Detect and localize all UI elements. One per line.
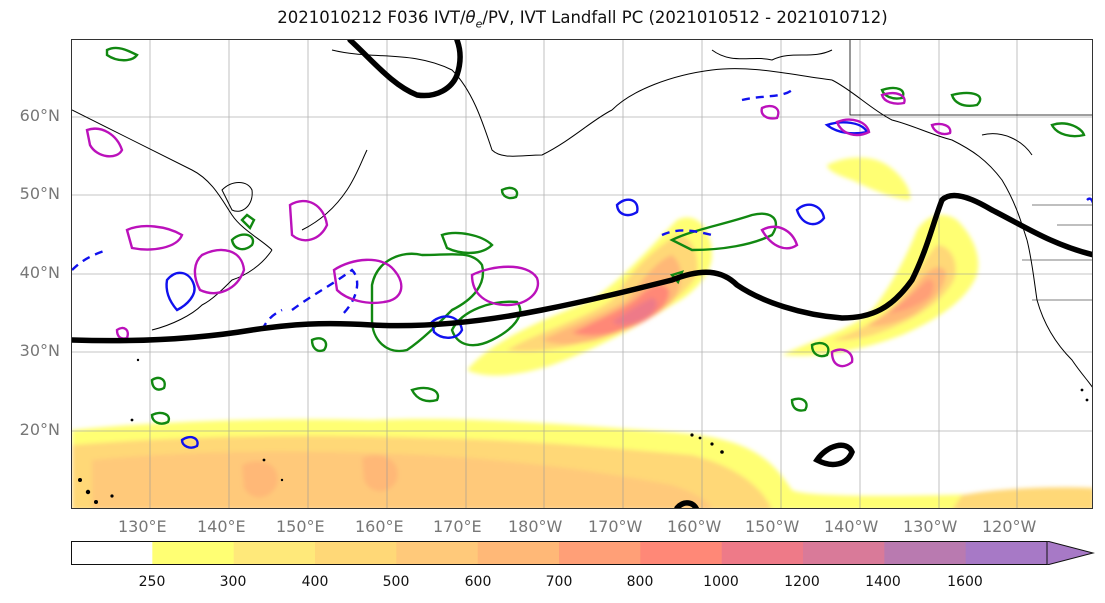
colorbar-tick-600: 600 <box>464 574 492 590</box>
colorbar-segment <box>315 541 397 565</box>
lat-label-30n: 30°N <box>19 341 60 360</box>
colorbar-segment <box>233 541 316 565</box>
lat-label-60n: 60°N <box>19 106 60 125</box>
colorbar-tick-500: 500 <box>382 574 410 590</box>
colorbar-segment <box>640 541 723 565</box>
lon-label-120w: 120°W <box>982 517 1037 536</box>
pv-contours-green <box>105 46 1086 425</box>
colorbar-tick-800: 800 <box>626 574 654 590</box>
colorbar-extension-arrow <box>1046 541 1095 565</box>
map-canvas <box>72 40 1092 508</box>
island-dots <box>78 358 1089 504</box>
colorbar-tick-250: 250 <box>138 574 166 590</box>
colorbar <box>71 541 1095 565</box>
lat-label-50n: 50°N <box>19 184 60 203</box>
jet-contour <box>72 40 1092 508</box>
colorbar-segment <box>152 541 235 565</box>
lon-label-140w: 140°W <box>824 517 879 536</box>
colorbar-segment <box>721 541 804 565</box>
pv-contours-magenta <box>85 91 952 368</box>
colorbar-tick-400: 400 <box>301 574 329 590</box>
colorbar-tick-1400: 1400 <box>865 574 901 590</box>
lon-label-170w: 170°W <box>588 517 643 536</box>
lon-label-130w: 130°W <box>903 517 958 536</box>
coastlines <box>72 40 1092 388</box>
colorbar-tick-1600: 1600 <box>947 574 983 590</box>
ivt-shading-east-plume <box>782 157 979 356</box>
lon-label-140e: 140°E <box>197 517 246 536</box>
ivt-shading-south-band <box>72 419 1092 508</box>
lon-label-130e: 130°E <box>118 517 167 536</box>
lat-label-40n: 40°N <box>19 263 60 282</box>
lon-label-170e: 170°E <box>433 517 482 536</box>
lat-label-20n: 20°N <box>19 420 60 439</box>
lon-label-180w: 180°W <box>508 517 563 536</box>
map-title: 2021010212 F036 IVT/θe/PV, IVT Landfall … <box>277 8 888 31</box>
colorbar-segment <box>803 541 885 565</box>
colorbar-segment <box>396 541 479 565</box>
colorbar-segment <box>477 541 560 565</box>
colorbar-segment <box>71 541 153 565</box>
lon-label-160w: 160°W <box>667 517 722 536</box>
colorbar-tick-700: 700 <box>545 574 573 590</box>
lon-label-150w: 150°W <box>745 517 800 536</box>
colorbar-tick-300: 300 <box>219 574 247 590</box>
map-panel <box>71 39 1093 509</box>
colorbar-segment <box>884 541 967 565</box>
colorbar-tick-1200: 1200 <box>784 574 820 590</box>
colorbar-segment <box>965 541 1048 565</box>
lon-label-150e: 150°E <box>276 517 325 536</box>
colorbar-tick-1000: 1000 <box>703 574 739 590</box>
colorbar-segment <box>559 541 641 565</box>
lon-label-160e: 160°E <box>355 517 404 536</box>
